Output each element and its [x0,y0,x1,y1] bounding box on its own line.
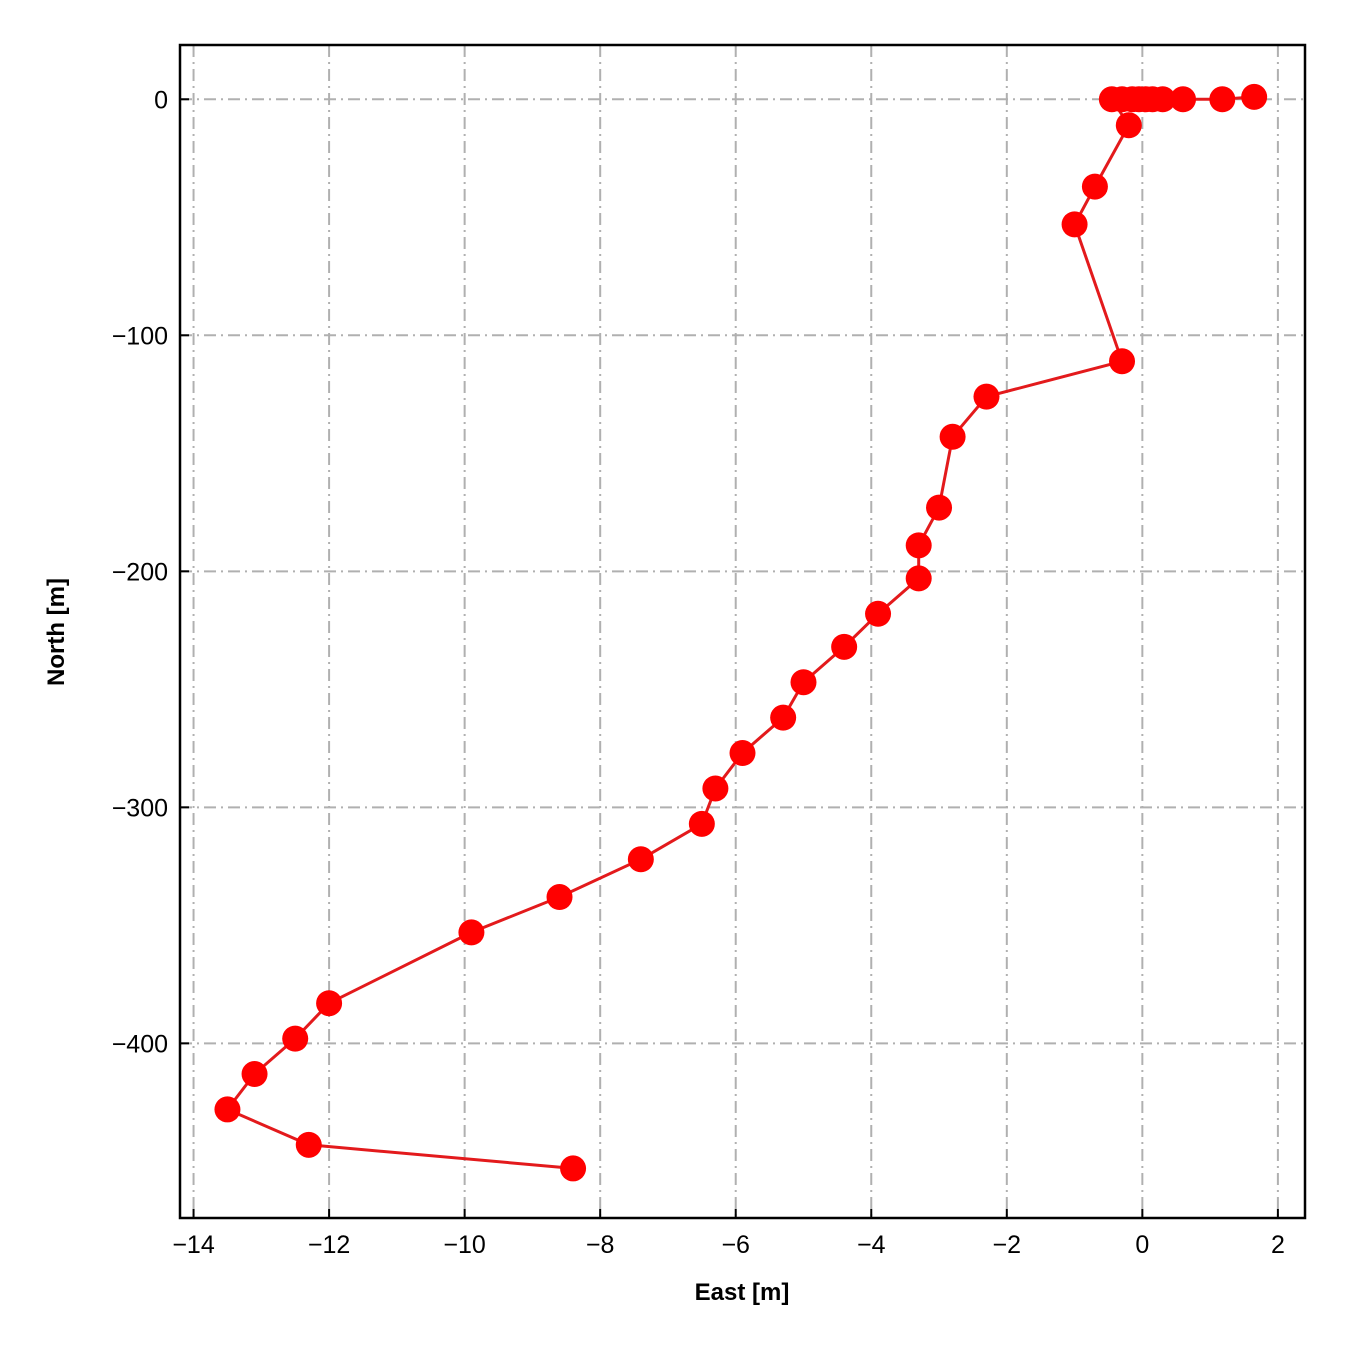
data-point [458,919,485,946]
data-point [316,990,343,1017]
data-point [688,810,715,837]
data-point [282,1025,309,1052]
data-point [560,1155,587,1182]
y-axis-label: North [m] [43,578,70,686]
data-point [905,532,932,559]
x-tick-label: −4 [857,1231,886,1259]
data-point [214,1096,241,1123]
data-point [1098,86,1125,113]
data-point [546,884,573,911]
x-tick-label: −12 [308,1231,350,1259]
series-line [225,95,1255,1170]
x-tick-label: 2 [1271,1231,1285,1259]
data-point [1061,211,1088,238]
data-point [865,600,892,627]
data-point [1109,348,1136,375]
data-point [790,669,817,696]
data-point [939,423,966,450]
x-tick-label: −14 [172,1231,215,1259]
data-point [1115,112,1142,139]
x-tick-label: −2 [993,1231,1022,1259]
data-point [702,775,729,802]
data-series [214,83,1268,1182]
x-axis-label: East [m] [695,1279,790,1306]
y-tick-label: −400 [112,1030,168,1058]
grid [180,45,1305,1218]
data-point [905,565,932,592]
y-tick-label: −200 [112,558,168,586]
x-tick-label: −6 [721,1231,750,1259]
axis-ticks: −14 −12 −10 −8 −6 −4 −2 0 2 0 −100 −200 −300 −400 [112,86,1285,1259]
data-point [729,740,756,767]
data-point [295,1131,322,1158]
x-tick-label: −10 [443,1231,485,1259]
y-tick-label: −300 [112,794,168,822]
x-tick-label: 0 [1135,1231,1149,1259]
data-point [926,494,953,521]
data-point [241,1061,268,1088]
data-point [770,704,797,731]
data-point [627,846,654,873]
data-point [973,383,1000,410]
data-point [1081,173,1108,200]
data-point [1209,86,1236,113]
y-tick-label: −100 [112,322,168,350]
y-tick-label: 0 [154,86,168,114]
x-tick-label: −8 [586,1231,615,1259]
data-point [1170,86,1197,113]
data-point [831,633,858,660]
plot-frame [178,43,1307,1220]
data-point [1241,83,1268,110]
